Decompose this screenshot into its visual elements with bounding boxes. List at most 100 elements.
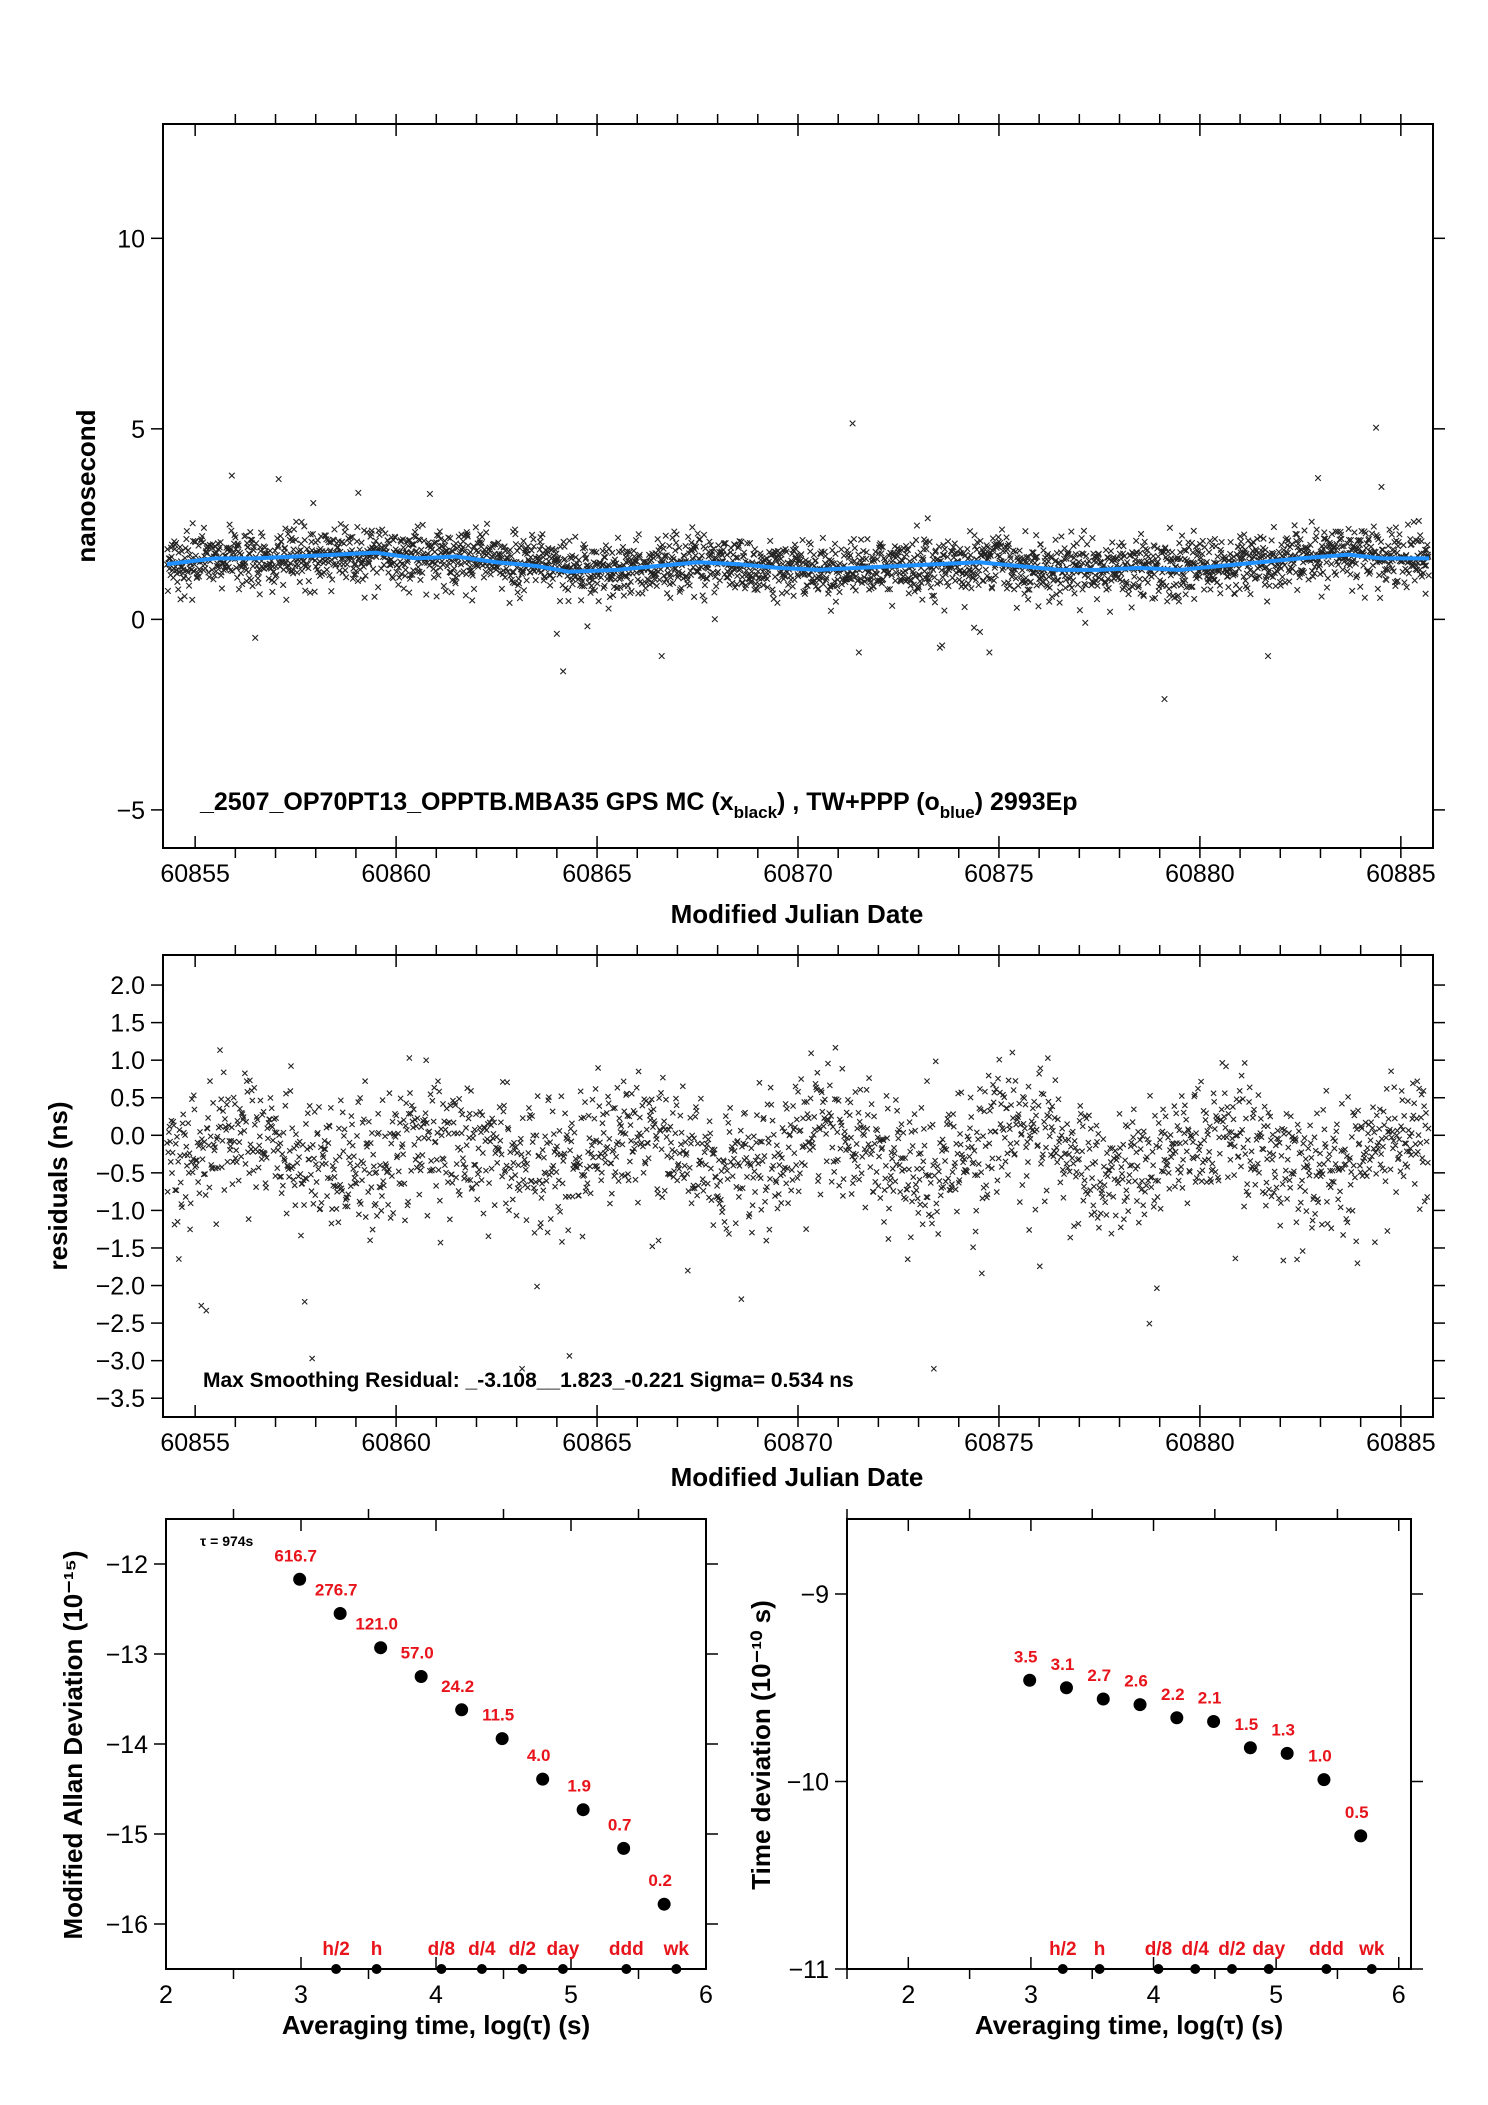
residuals-point xyxy=(1043,1187,1050,1194)
residuals-point xyxy=(289,1125,296,1132)
residuals-point xyxy=(659,1074,666,1081)
residuals-point xyxy=(529,1139,536,1146)
residuals-point xyxy=(418,1162,425,1169)
residuals-point xyxy=(905,1166,912,1173)
residuals-point xyxy=(182,1132,189,1139)
time-series-point xyxy=(281,544,289,551)
residuals-point xyxy=(1373,1112,1380,1119)
time-series-point xyxy=(713,555,720,562)
time-series-point xyxy=(185,582,193,589)
time-series-point xyxy=(292,536,299,544)
residuals-point xyxy=(1120,1141,1127,1148)
residuals-point xyxy=(814,1069,821,1076)
time-series-point xyxy=(314,537,321,544)
residuals-point xyxy=(966,1153,973,1160)
time-series-point xyxy=(614,534,622,542)
time-series-point xyxy=(1334,544,1341,552)
residuals-point xyxy=(790,1103,797,1109)
time-series-point xyxy=(899,557,906,565)
residuals-point xyxy=(309,1355,316,1362)
residuals-point xyxy=(605,1100,612,1107)
residuals-point xyxy=(1209,1160,1216,1167)
residuals-point xyxy=(1235,1153,1242,1160)
residuals-point xyxy=(890,1188,897,1194)
residuals-point xyxy=(1355,1107,1362,1114)
residuals-point xyxy=(1100,1163,1107,1170)
residuals-point xyxy=(988,1102,995,1109)
residuals-point xyxy=(565,1227,572,1234)
time-series-point xyxy=(1409,538,1417,546)
time-series-point xyxy=(560,538,567,546)
time-series-point xyxy=(659,558,667,565)
residuals-point xyxy=(836,1182,843,1189)
time-series-point xyxy=(504,554,511,562)
time-series-point xyxy=(437,535,444,543)
residuals-point xyxy=(1178,1163,1185,1170)
time-series-point xyxy=(810,551,818,559)
residuals-point xyxy=(950,1123,957,1130)
residuals-point xyxy=(350,1153,357,1160)
residuals-point xyxy=(917,1201,924,1208)
residuals-point xyxy=(1084,1164,1091,1171)
time-series-point xyxy=(261,544,269,551)
residuals-point xyxy=(907,1234,914,1241)
time-series-point xyxy=(1367,568,1374,575)
residuals-point xyxy=(507,1165,514,1172)
time-series-point xyxy=(605,545,613,553)
time-series-point xyxy=(740,549,748,556)
residuals-point xyxy=(249,1097,256,1104)
residuals-point xyxy=(415,1135,422,1142)
time-series-point xyxy=(940,541,947,549)
residuals-point xyxy=(1282,1167,1289,1174)
residuals-point xyxy=(525,1105,532,1111)
time-series-point xyxy=(1300,569,1308,576)
time-series-point xyxy=(1317,570,1324,578)
time-series-point xyxy=(975,567,983,574)
time-series-point xyxy=(186,551,194,558)
time-series-point xyxy=(990,577,998,584)
time-series-point xyxy=(924,515,931,522)
time-series-point xyxy=(690,593,698,601)
time-series-point xyxy=(200,524,208,532)
time-series-point xyxy=(636,553,643,560)
time-series-point xyxy=(718,551,726,559)
residuals-point xyxy=(235,1177,242,1184)
residuals-point xyxy=(557,1208,564,1215)
residuals-point xyxy=(1198,1178,1205,1185)
residuals-point xyxy=(491,1119,498,1126)
residuals-point xyxy=(170,1122,177,1129)
residuals-point xyxy=(768,1101,775,1108)
residuals-point xyxy=(692,1113,699,1120)
residuals-point xyxy=(458,1130,465,1137)
residuals-point xyxy=(321,1137,328,1144)
residuals-point xyxy=(745,1134,752,1141)
residuals-point xyxy=(220,1069,227,1076)
time-series-point xyxy=(1357,537,1364,544)
residuals-point xyxy=(1321,1126,1328,1133)
time-series-point xyxy=(1332,528,1339,535)
residuals-point xyxy=(1085,1139,1092,1146)
residuals-point xyxy=(267,1094,274,1101)
residuals-point xyxy=(1243,1188,1250,1195)
residuals-point xyxy=(242,1160,249,1167)
residuals-point xyxy=(1257,1115,1264,1122)
time-series-point xyxy=(1313,526,1320,533)
time-series-point xyxy=(660,545,667,552)
residuals-point xyxy=(491,1202,498,1209)
time-series-point xyxy=(820,580,827,588)
residuals-point xyxy=(1120,1216,1127,1223)
residuals-point xyxy=(762,1187,769,1194)
residuals-point xyxy=(173,1133,180,1140)
residuals-point xyxy=(1318,1221,1325,1228)
time-series-point xyxy=(1404,521,1412,528)
residuals-point xyxy=(1383,1085,1390,1092)
residuals-point xyxy=(1049,1103,1056,1110)
time-series-point xyxy=(176,543,184,551)
time-series-point xyxy=(843,546,851,554)
residuals-point xyxy=(1323,1198,1330,1205)
residuals-point xyxy=(1065,1136,1072,1143)
residuals-point xyxy=(1130,1106,1137,1113)
residuals-point xyxy=(1131,1141,1138,1148)
residuals-point xyxy=(1059,1125,1066,1132)
residuals-point xyxy=(511,1139,517,1146)
